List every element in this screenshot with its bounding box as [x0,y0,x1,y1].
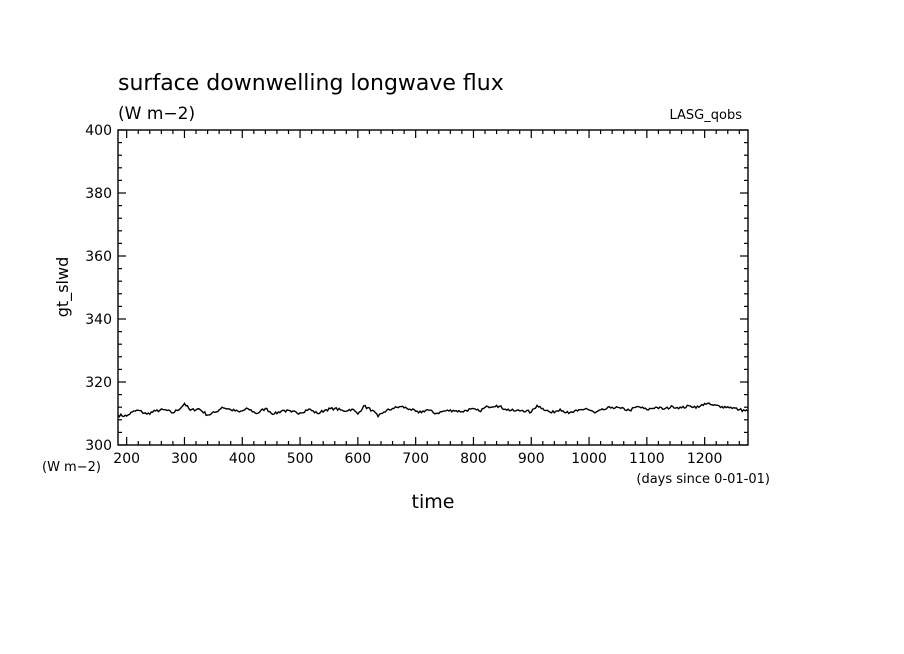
x-tick-label: 200 [113,451,140,467]
x-axis-ticks [126,130,740,445]
x-tick-label: 500 [287,451,314,467]
chart-title: surface downwelling longwave flux [118,71,504,96]
x-axis-units: (days since 0-01-01) [636,472,770,487]
x-tick-label: 1200 [687,451,723,467]
y-axis-label: gt_slwd [53,257,73,317]
y-tick-label: 300 [85,438,112,454]
plot-frame [117,129,749,446]
y-tick-label: 340 [85,312,112,328]
y-tick-label: 380 [85,186,112,202]
y-axis-units: (W m−2) [42,460,101,475]
chart-subtitle: (W m−2) [118,104,195,124]
x-tick-label: 600 [344,451,371,467]
y-tick-label: 360 [85,249,112,265]
x-tick-label: 900 [518,451,545,467]
y-tick-labels: 300 320 340 360 380 400 [85,123,112,454]
series-line [117,402,749,419]
x-tick-label: 800 [460,451,487,467]
y-axis-ticks [118,129,748,446]
x-tick-label: 700 [402,451,429,467]
x-tick-labels: 200 300 400 500 600 700 800 900 1000 1100 1200 [113,451,722,467]
x-tick-label: 1000 [571,451,607,467]
y-tick-label: 400 [85,123,112,139]
x-tick-label: 1100 [629,451,665,467]
run-annotation: LASG_qobs [670,108,743,123]
x-axis-label: time [412,491,455,513]
y-tick-label: 320 [85,375,112,391]
x-tick-label: 400 [229,451,256,467]
x-tick-label: 300 [171,451,198,467]
